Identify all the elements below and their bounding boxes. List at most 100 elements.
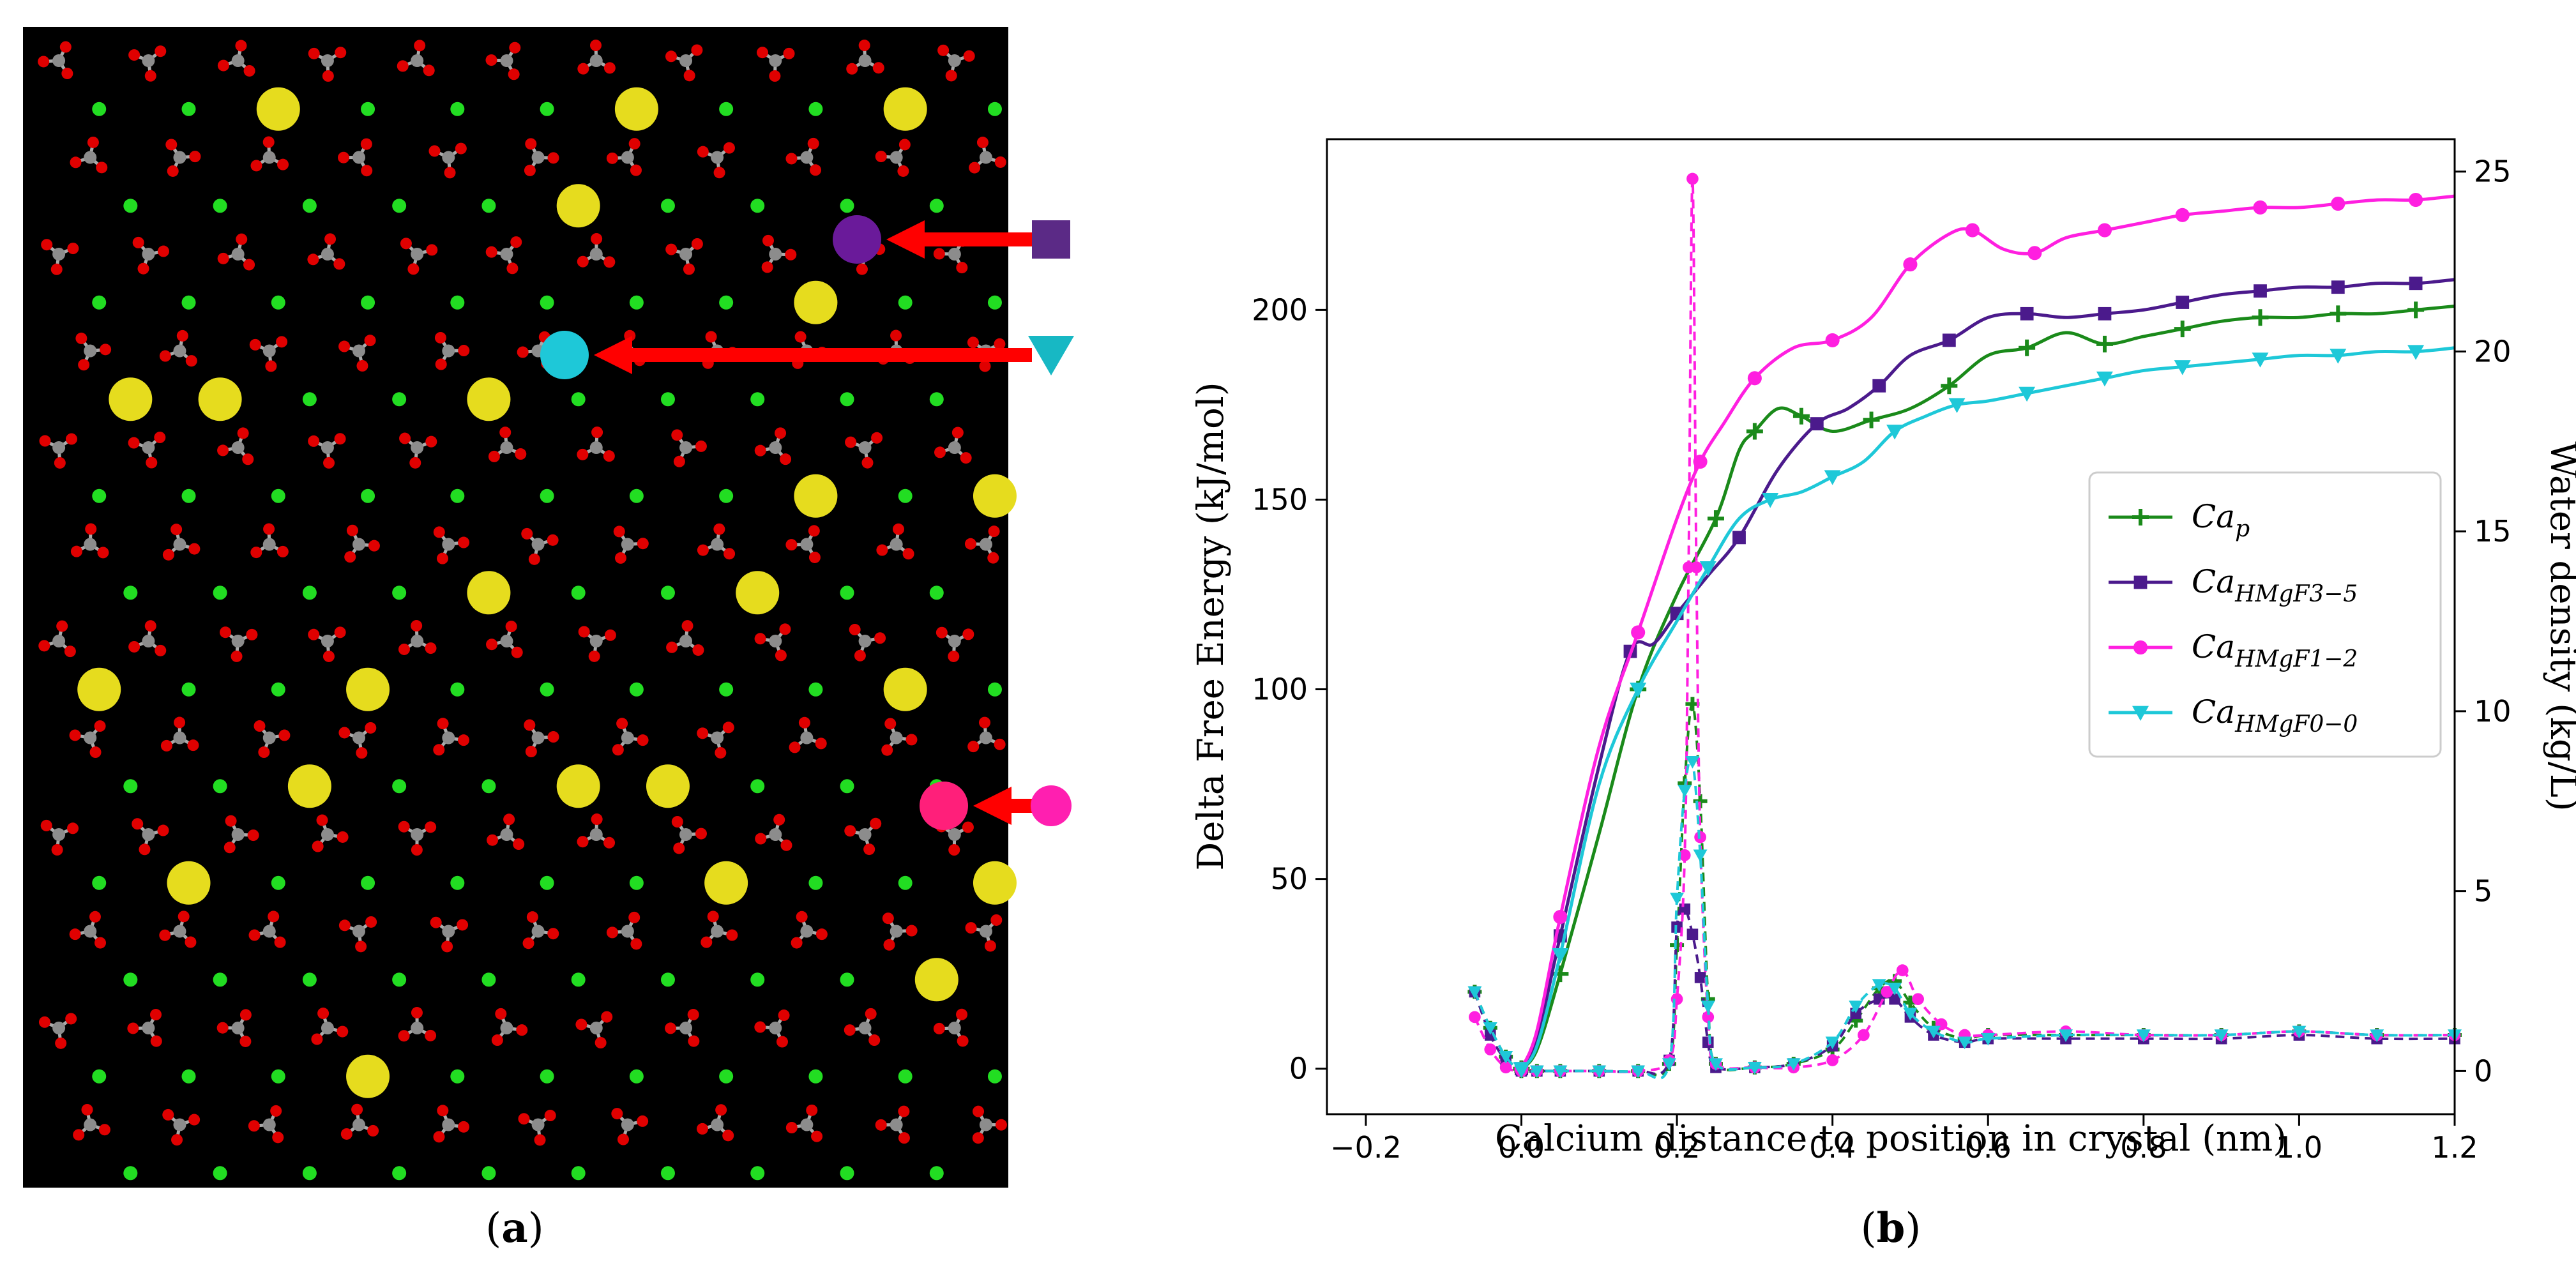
magnesium-atom	[213, 972, 227, 987]
carbonate-group	[224, 815, 259, 854]
energy-point	[2019, 386, 2036, 402]
carbonate-group	[338, 335, 376, 372]
energy-point	[1948, 398, 1966, 413]
legend-label: Cap	[2192, 498, 2250, 542]
density-point	[1881, 986, 1893, 998]
density-point	[1592, 1065, 1607, 1078]
magnesium-atom	[719, 102, 734, 116]
magnesium-atom	[213, 199, 227, 213]
carbonate-group	[38, 620, 76, 658]
density-point	[1957, 1036, 1972, 1050]
calcium-atom	[109, 377, 153, 421]
magnesium-atom	[271, 295, 285, 310]
energy-point	[1707, 510, 1724, 527]
carbonate-group	[434, 331, 470, 370]
carbonate-group	[665, 238, 703, 275]
magnesium-atom	[302, 972, 317, 987]
carbonate-group	[433, 526, 470, 564]
magnesium-atom	[629, 682, 644, 697]
magnesium-atom	[660, 972, 675, 987]
magnesium-atom	[450, 875, 465, 890]
carbonate-group	[518, 1110, 556, 1146]
magnesium-atom	[213, 779, 227, 794]
carbonate-group	[524, 719, 559, 758]
energy-point	[2330, 349, 2347, 364]
carbonate-group	[844, 1008, 881, 1047]
magnesium-atom	[808, 875, 823, 890]
energy-point	[1941, 377, 1958, 395]
density-point	[1694, 972, 1706, 983]
carbonate-group	[433, 1105, 470, 1143]
carbonate-group	[39, 433, 77, 469]
calcium-atom	[256, 87, 300, 131]
carbonate-group	[697, 722, 734, 759]
carbonate-group	[696, 1104, 734, 1142]
density-point	[1469, 1011, 1481, 1024]
density-point	[1903, 1008, 1918, 1021]
arrowhead-triangle-down	[594, 336, 632, 374]
density-point	[1467, 986, 1482, 999]
carbonate-group	[671, 815, 707, 854]
carbonate-group	[399, 432, 437, 469]
carbonate-group	[307, 233, 345, 270]
carbonate-group	[488, 427, 527, 462]
carbonate-group	[69, 720, 106, 759]
magnesium-atom	[929, 586, 944, 600]
legend-item: CaHMgF0−0	[2109, 693, 2358, 737]
energy-point	[1630, 683, 1647, 698]
carbonate-group	[217, 40, 255, 77]
magnesium-atom	[719, 682, 734, 697]
carbonate-group	[972, 1105, 1007, 1144]
energy-point	[1863, 411, 1880, 428]
calcium-atom	[556, 764, 600, 808]
carbonate-group	[522, 911, 559, 949]
energy-point	[1965, 223, 1980, 238]
carbonate-group	[969, 137, 1006, 174]
magnesium-atom	[450, 488, 465, 503]
legend-item: CaHMgF3−5	[2109, 563, 2358, 607]
y-tick-label: 0	[1289, 1052, 1308, 1086]
magnesium-atom	[719, 295, 734, 310]
density-point	[1872, 979, 1886, 992]
highlighted-calcium-circle	[920, 782, 968, 830]
energy-point	[2254, 284, 2267, 298]
panel-b-label: (b)	[1861, 1204, 1921, 1252]
magnesium-atom	[181, 102, 196, 116]
magnesium-atom	[271, 1069, 285, 1084]
legend-swatch-marker	[2133, 640, 2148, 655]
energy-point	[2331, 280, 2345, 294]
magnesium-atom	[540, 682, 554, 697]
carbonate-group	[70, 136, 108, 174]
y-tick-label: 50	[1270, 862, 1308, 896]
carbonate-group	[785, 525, 821, 563]
energy-point	[1631, 625, 1646, 640]
magnesium-atom	[181, 488, 196, 503]
carbonate-group	[844, 817, 882, 856]
magnesium-atom	[840, 972, 854, 987]
x-axis-title: Calcium distance to position in crystal …	[1495, 1118, 2287, 1160]
density-point	[1685, 756, 1700, 769]
magnesium-atom	[271, 488, 285, 503]
calcium-atom	[883, 667, 927, 711]
carbonate-group	[967, 716, 1006, 753]
x-tick-label: 1.2	[2431, 1130, 2478, 1165]
magnesium-atom	[840, 392, 854, 407]
x-tick-label: 0.0	[1498, 1130, 1545, 1165]
magnesium-atom	[571, 1166, 586, 1181]
magnesium-atom	[750, 779, 765, 794]
density-point	[1499, 1051, 1513, 1064]
carbonate-group	[132, 818, 169, 856]
carbonate-group	[38, 1013, 77, 1049]
calcium-atom	[467, 377, 511, 421]
energy-point	[1553, 909, 1568, 925]
carbonate-group	[487, 813, 525, 850]
density-point	[1690, 561, 1702, 573]
carbonate-group	[606, 911, 642, 950]
carbonate-group	[577, 427, 615, 462]
magnesium-atom	[213, 1166, 227, 1181]
x-tick-label: −0.2	[1330, 1130, 1402, 1165]
energy-point	[1903, 257, 1918, 272]
density-point	[1912, 993, 1924, 1006]
magnesium-atom	[361, 102, 375, 116]
magnesium-atom	[361, 295, 375, 310]
